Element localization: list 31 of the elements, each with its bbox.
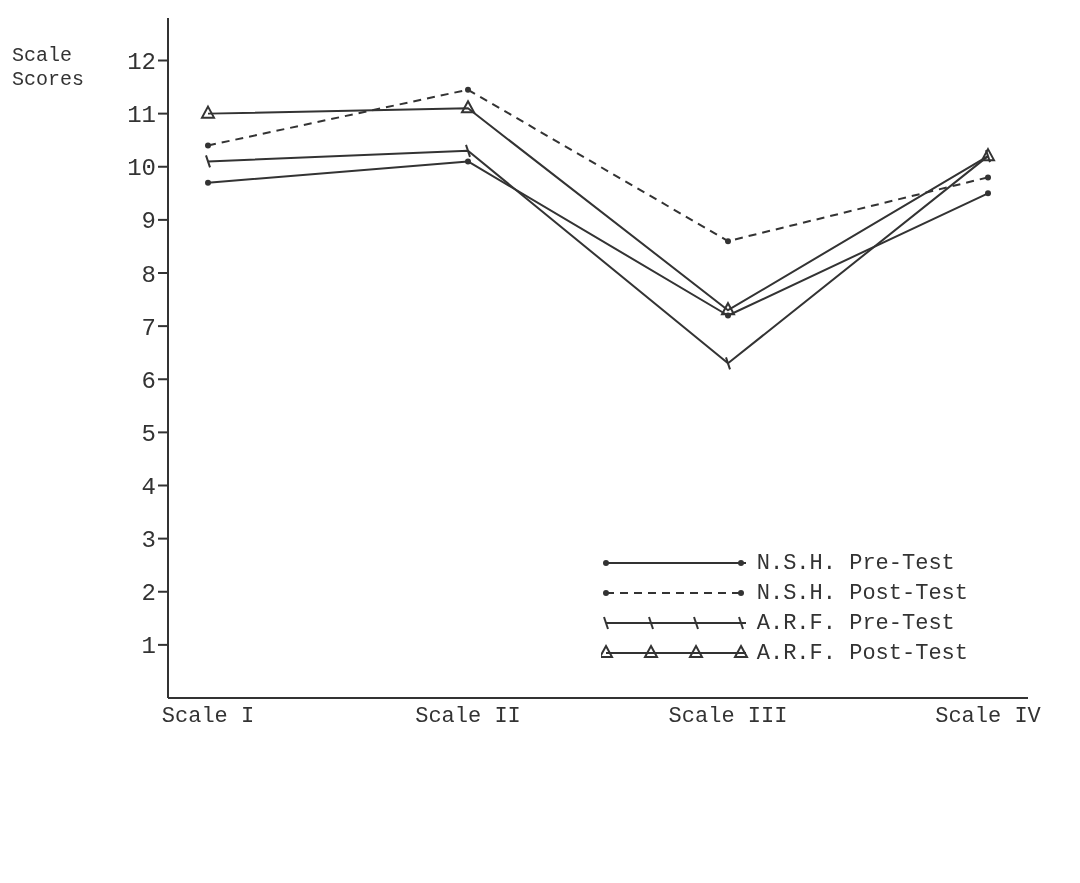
y-tick-label: 9 [141, 208, 156, 236]
point [721, 302, 735, 316]
y-tick-label: 2 [141, 580, 156, 608]
y-tick-label: 3 [141, 527, 156, 555]
y-tick-label: 6 [141, 367, 156, 395]
y-tick-label: 4 [141, 474, 156, 502]
y-tick-label: 12 [127, 49, 156, 77]
x-tick-label: Scale III [668, 703, 788, 729]
point [465, 86, 471, 93]
legend-label: A.R.F. Pre-Test [756, 610, 955, 636]
y-tick-label: 11 [127, 102, 156, 130]
point [205, 142, 211, 149]
legend-label: N.S.H. Post-Test [756, 580, 968, 606]
y-tick-label: 10 [127, 155, 156, 183]
y-axis-title: Scale Scores [12, 44, 85, 92]
y-tick-label: 1 [141, 633, 156, 661]
point [461, 100, 475, 114]
y-tick-label: 7 [141, 314, 156, 342]
y-tick-label: 5 [141, 420, 156, 448]
legend-label: A.R.F. Post-Test [756, 640, 968, 666]
x-tick-label: Scale I [161, 703, 255, 729]
point [205, 179, 211, 186]
x-tick-label: Scale II [415, 703, 521, 729]
x-tick-label: Scale IV [935, 703, 1042, 729]
y-tick-label: 8 [141, 261, 156, 289]
point [725, 238, 731, 245]
point [985, 174, 991, 181]
point [201, 105, 215, 119]
legend-label: N.S.H. Pre-Test [756, 550, 955, 576]
point [985, 190, 991, 197]
point [465, 158, 471, 165]
